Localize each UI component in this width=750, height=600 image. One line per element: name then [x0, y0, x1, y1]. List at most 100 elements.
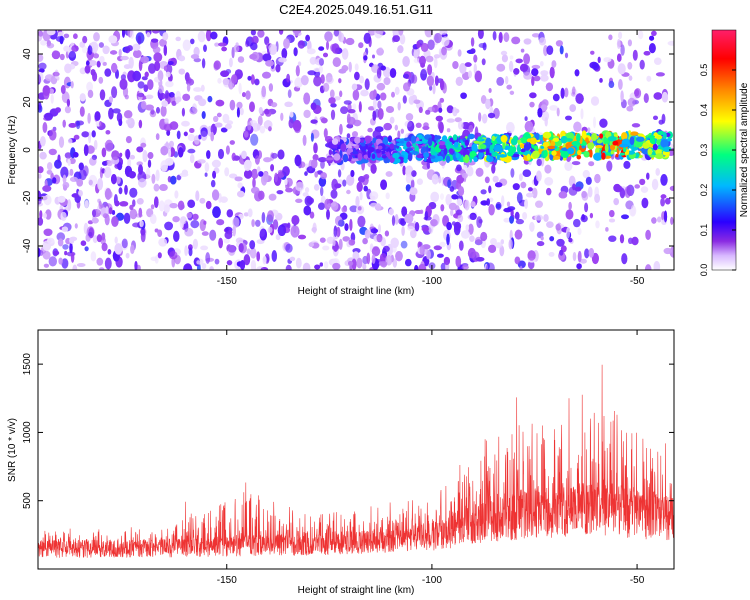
spectrogram-cell [584, 202, 589, 213]
spectrogram-cell [306, 48, 316, 55]
spectrogram-signal-cell [565, 142, 571, 150]
spectrogram-cell [519, 265, 523, 270]
spectrogram-signal-cell [630, 131, 639, 136]
spectrogram-cell [132, 43, 141, 51]
spectrogram-cell [576, 263, 582, 270]
spectrogram-cell [508, 60, 514, 72]
spectrogram-cell [320, 74, 325, 84]
spectrogram-cell [123, 212, 131, 224]
spectrogram-cell [125, 149, 130, 160]
spectrogram-cell [426, 249, 431, 260]
spectrogram-cell [312, 154, 319, 161]
spectrogram-cell [164, 118, 169, 123]
spectrogram-signal-cell [448, 148, 454, 154]
spectrogram-cell [91, 217, 99, 224]
spectrogram-cell [588, 248, 595, 258]
spectrogram-cell [456, 174, 465, 184]
spectrogram-cell [111, 210, 116, 215]
spectrogram-cell [523, 38, 532, 45]
spectrogram-cell [204, 162, 210, 173]
spectrogram-signal-cell [387, 135, 393, 143]
spectrogram-cell [644, 264, 652, 270]
spectrogram-cell [643, 93, 649, 104]
spectrogram-signal-cell [543, 149, 548, 158]
spectrogram-cell [148, 63, 156, 74]
spectrogram-cell [531, 64, 541, 70]
spectrogram-signal-cell [652, 143, 658, 151]
spectrogram-cell [264, 108, 270, 115]
spectrogram-cell [491, 164, 496, 174]
spectrogram-cell [450, 209, 454, 216]
spectrogram-cell [87, 220, 94, 225]
spectrogram-cell [397, 101, 401, 111]
spectrogram-cell [262, 71, 271, 79]
spectrogram-cell [57, 31, 63, 37]
spectrogram-cell [247, 208, 253, 218]
spectrogram-cell [114, 200, 120, 207]
spectrogram-cell [59, 53, 65, 61]
spectrogram-cell [298, 234, 306, 240]
spectrogram-cell [540, 70, 549, 76]
spectrogram-y-axis-label: Frequency (Hz) [7, 116, 18, 185]
spectrogram-cell [117, 162, 123, 171]
spectrogram-cell [93, 53, 99, 59]
spectrogram-cell [112, 108, 121, 114]
spectrogram-cell [537, 107, 543, 118]
spectrogram-cell [438, 107, 443, 113]
spectrogram-cell [232, 225, 236, 237]
spectrogram-cell [67, 199, 72, 211]
spectrogram-cell [366, 252, 371, 265]
spectrogram-cell [278, 57, 287, 63]
spectrogram-cell [514, 229, 523, 240]
spectrogram-cell [122, 30, 125, 38]
spectrogram-signal-cell [372, 137, 376, 144]
spectrogram-cell [132, 49, 142, 59]
spectrogram-cell [464, 62, 472, 67]
spectrogram-signal-cell [657, 130, 665, 136]
x-tick-label: -50 [630, 575, 645, 586]
spectrogram-cell [138, 164, 143, 175]
spectrogram-signal-cell [656, 135, 663, 140]
spectrogram-cell [536, 170, 542, 182]
spectrogram-cell [488, 204, 495, 216]
spectrogram-cell [336, 179, 344, 185]
spectrogram-cell [110, 50, 118, 55]
spectrogram-signal-cell [430, 148, 436, 156]
spectrogram-signal-cell [517, 139, 522, 144]
spectrogram-cell [292, 120, 302, 132]
spectrogram-cell [236, 101, 243, 110]
spectrogram-cell [250, 260, 256, 270]
spectrogram-cell [606, 160, 613, 172]
spectrogram-cell [257, 115, 263, 126]
spectrogram-cell [155, 133, 160, 141]
spectrogram-cell [440, 78, 444, 91]
spectrogram-cell [417, 263, 427, 270]
spectrogram-cell [338, 78, 342, 84]
spectrogram-cell [158, 200, 165, 212]
spectrogram-cell [349, 218, 353, 231]
spectrogram-cell [529, 92, 537, 99]
spectrogram-cell [249, 240, 256, 250]
spectrogram-cell [284, 101, 293, 108]
spectrogram-cell [193, 87, 203, 92]
spectrogram-cell [276, 190, 284, 195]
spectrogram-cell [38, 74, 41, 85]
spectrogram-cell [319, 237, 326, 243]
spectrogram-cell [123, 64, 131, 69]
spectrogram-cell [250, 30, 256, 36]
spectrogram-signal-cell [519, 137, 528, 144]
spectrogram-cell [151, 38, 159, 43]
spectrogram-cell [639, 59, 645, 70]
spectrogram-cell [446, 222, 452, 231]
spectrogram-cell [401, 206, 408, 217]
spectrogram-cell [359, 191, 363, 201]
spectrogram-cell [70, 81, 74, 89]
spectrogram-cell [182, 93, 191, 101]
spectrogram-cell [449, 186, 455, 192]
spectrogram-cell [186, 76, 192, 84]
spectrogram-cell [302, 134, 307, 146]
spectrogram-cell [98, 76, 104, 84]
spectrogram-cell [421, 226, 430, 232]
spectrogram-cell [519, 173, 523, 181]
spectrogram-cell [237, 56, 245, 63]
